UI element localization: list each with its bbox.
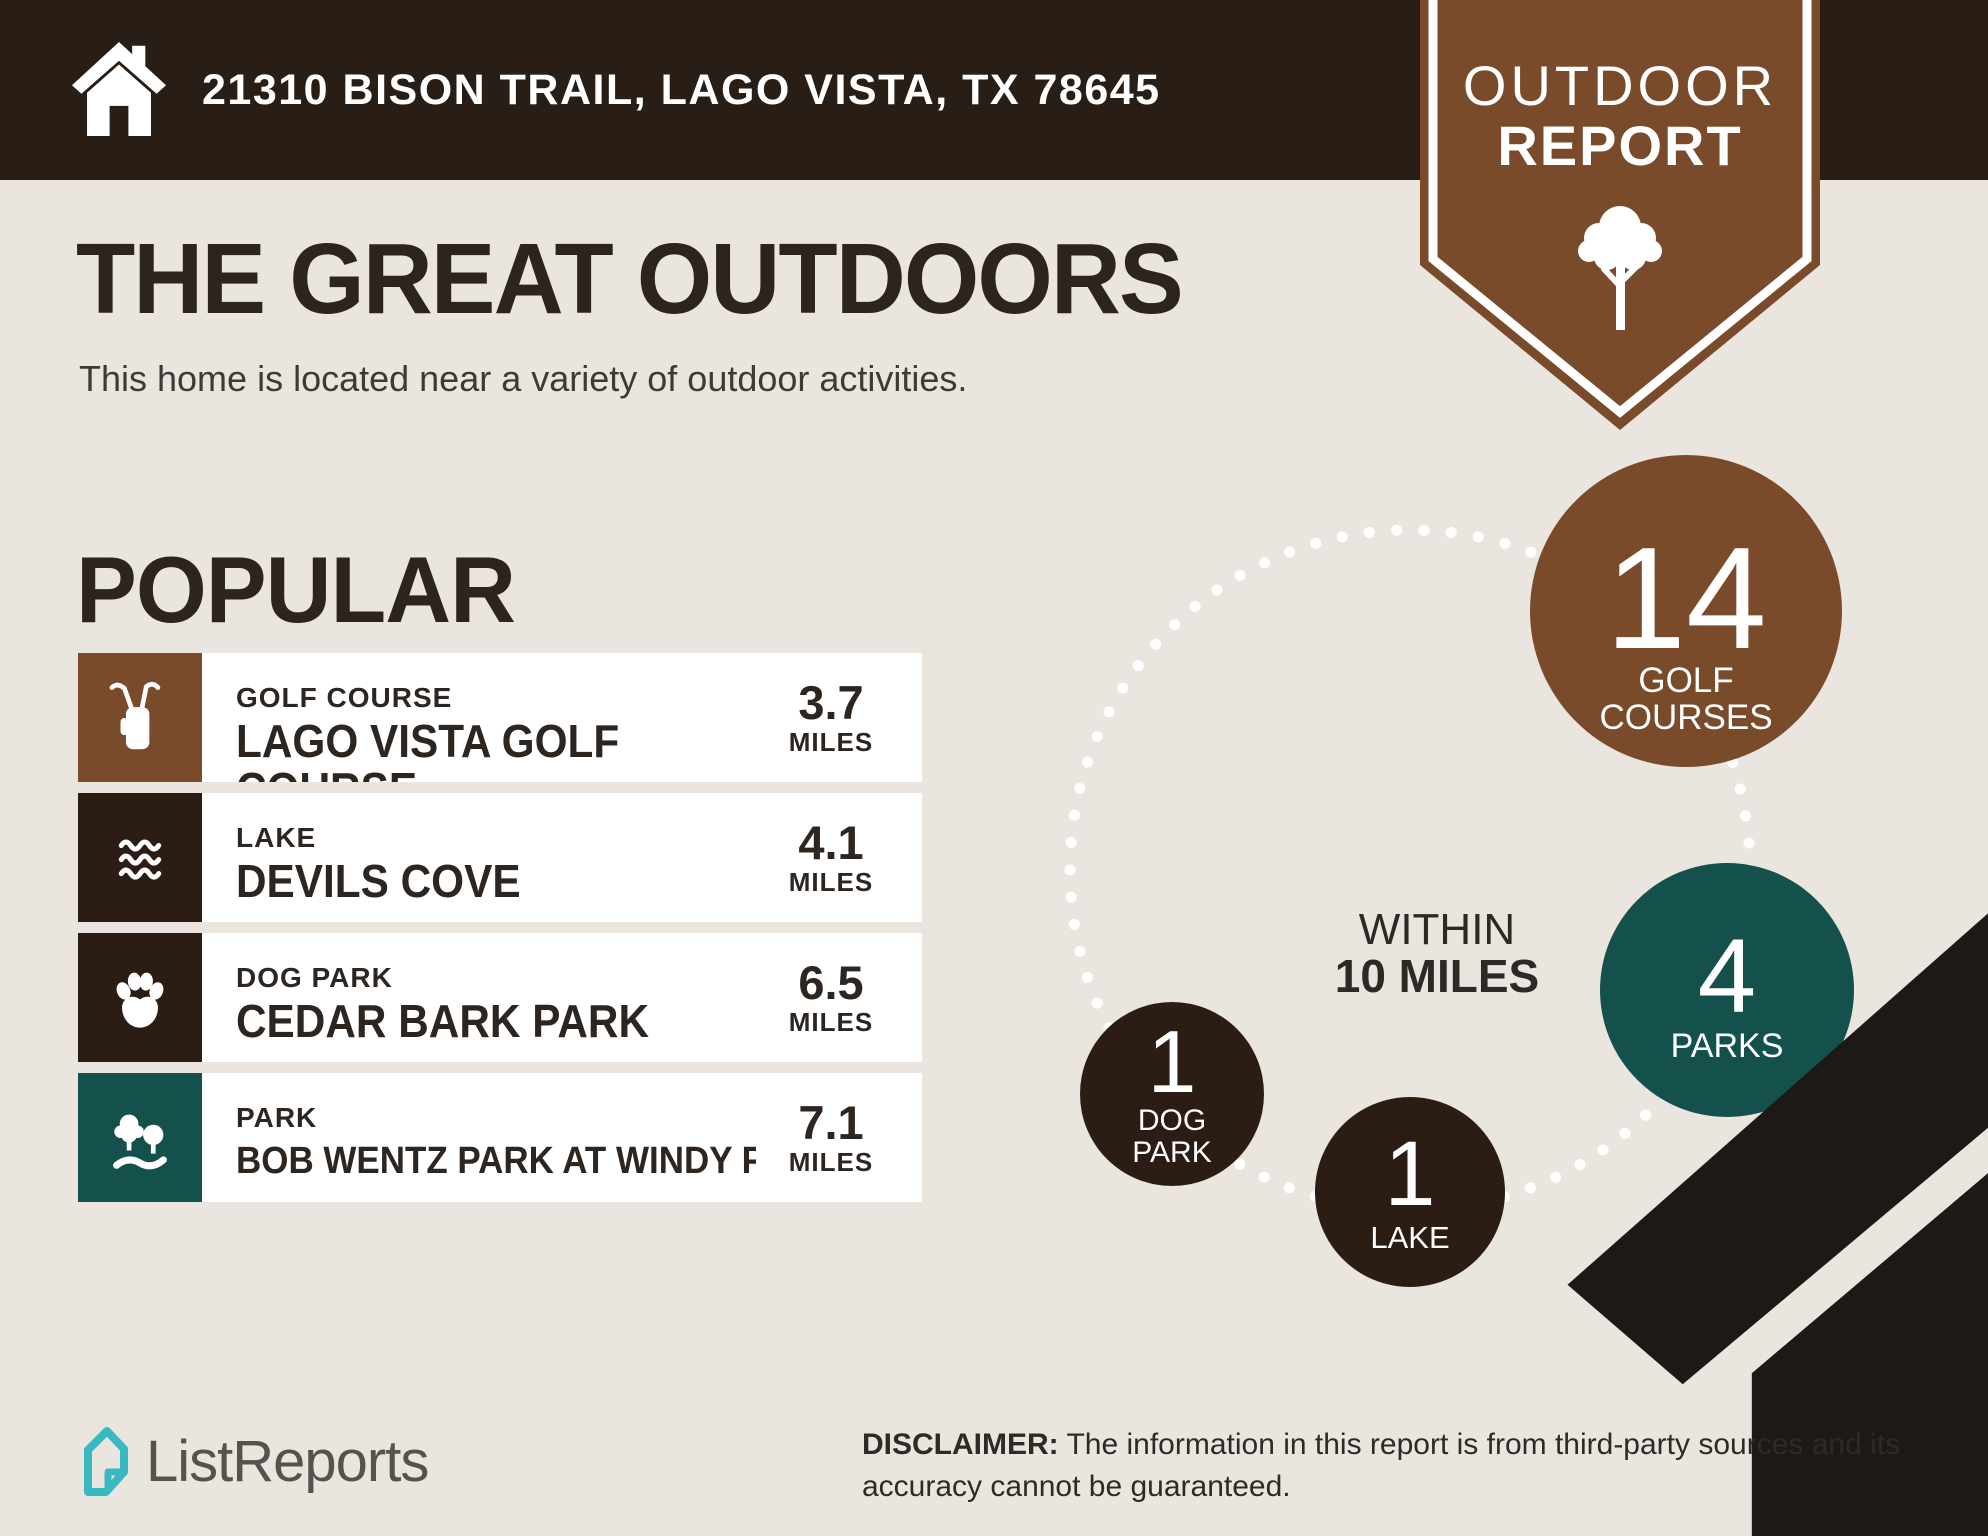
item-name: BOB WENTZ PARK AT WINDY POINT xyxy=(236,1140,756,1182)
listreports-logo: ListReports xyxy=(82,1424,429,1498)
list-item: LAKE DEVILS COVE 4.1 MILES xyxy=(78,793,922,922)
paw-icon xyxy=(78,933,202,1062)
bubble-count: 14 xyxy=(1605,517,1766,679)
distance-value: 4.1 xyxy=(798,815,864,869)
golf-bag-icon xyxy=(78,653,202,782)
distance-unit: MILES xyxy=(788,866,874,897)
property-address: 21310 BISON TRAIL, LAGO VISTA, TX 78645 xyxy=(202,65,1161,114)
list-item-text: LAKE DEVILS COVE xyxy=(202,793,756,922)
listreports-wordmark: ListReports xyxy=(146,1428,429,1494)
disclaimer-label: DISCLAIMER: xyxy=(862,1428,1059,1461)
within-label-line2: 10 MILES xyxy=(1335,950,1540,1002)
item-distance: 6.5 MILES xyxy=(756,955,922,1037)
waves-icon xyxy=(78,793,202,922)
bubble-label-line: PARK xyxy=(1132,1136,1211,1169)
bubble-label-line: PARKS xyxy=(1671,1027,1784,1065)
page-title: THE GREAT OUTDOORS xyxy=(76,223,1184,335)
banner-title-line1: OUTDOOR xyxy=(1463,54,1777,117)
item-category: LAKE xyxy=(236,822,317,853)
item-distance: 7.1 MILES xyxy=(756,1095,922,1177)
item-category: DOG PARK xyxy=(236,962,393,993)
item-category: PARK xyxy=(236,1102,318,1133)
item-category: GOLF COURSE xyxy=(236,682,453,713)
disclaimer: DISCLAIMER: The information in this repo… xyxy=(862,1424,1982,1508)
page-subtitle: This home is located near a variety of o… xyxy=(79,358,968,399)
item-name: LAGO VISTA GOLF COURSE xyxy=(236,715,620,782)
distance-value: 6.5 xyxy=(798,955,864,1009)
list-item-text: GOLF COURSE LAGO VISTA GOLF COURSE xyxy=(202,653,756,783)
item-distance: 3.7 MILES xyxy=(756,675,922,757)
bubble-label-line: DOG xyxy=(1138,1104,1206,1137)
bubble-dog-park: 1 DOG PARK xyxy=(1080,1002,1264,1186)
item-name: CEDAR BARK PARK xyxy=(236,995,650,1047)
list-item: DOG PARK CEDAR BARK PARK 6.5 MILES xyxy=(78,933,922,1062)
outdoor-report-banner: OUTDOOR REPORT xyxy=(1420,0,1820,430)
bubble-count: 4 xyxy=(1698,918,1756,1035)
distance-unit: MILES xyxy=(788,1006,874,1037)
list-item: PARK BOB WENTZ PARK AT WINDY POINT 7.1 M… xyxy=(78,1073,922,1202)
bubble-lake: 1 LAKE xyxy=(1315,1097,1505,1287)
distance-value: 7.1 xyxy=(798,1095,864,1149)
popular-heading: POPULAR xyxy=(76,537,516,642)
distance-unit: MILES xyxy=(788,1146,874,1177)
popular-list: GOLF COURSE LAGO VISTA GOLF COURSE 3.7 M… xyxy=(78,653,922,1213)
bubble-label-line: GOLF xyxy=(1638,661,1733,700)
list-item: GOLF COURSE LAGO VISTA GOLF COURSE 3.7 M… xyxy=(78,653,922,782)
within-label-line1: WITHIN xyxy=(1359,905,1515,954)
distance-unit: MILES xyxy=(788,726,874,757)
distance-value: 3.7 xyxy=(798,675,864,729)
list-item-text: PARK BOB WENTZ PARK AT WINDY POINT xyxy=(202,1073,756,1202)
disclaimer-text: The information in this report is from t… xyxy=(862,1428,1901,1503)
tree-icon xyxy=(1578,206,1662,330)
bubble-parks: 4 PARKS xyxy=(1600,863,1854,1117)
bubble-golf-courses: 14 GOLF COURSES xyxy=(1530,455,1842,767)
park-icon xyxy=(78,1073,202,1202)
list-item-text: DOG PARK CEDAR BARK PARK xyxy=(202,933,756,1062)
bubble-label-line: COURSES xyxy=(1599,698,1772,737)
banner-title-line2: REPORT xyxy=(1497,114,1742,177)
item-name: DEVILS COVE xyxy=(236,855,521,907)
bubble-count: 1 xyxy=(1384,1123,1435,1225)
banner-inner-border xyxy=(1428,0,1812,418)
item-distance: 4.1 MILES xyxy=(756,815,922,897)
bubble-label-line: LAKE xyxy=(1370,1220,1449,1255)
bubble-count: 1 xyxy=(1148,1012,1197,1111)
listreports-house-icon xyxy=(84,1427,128,1496)
